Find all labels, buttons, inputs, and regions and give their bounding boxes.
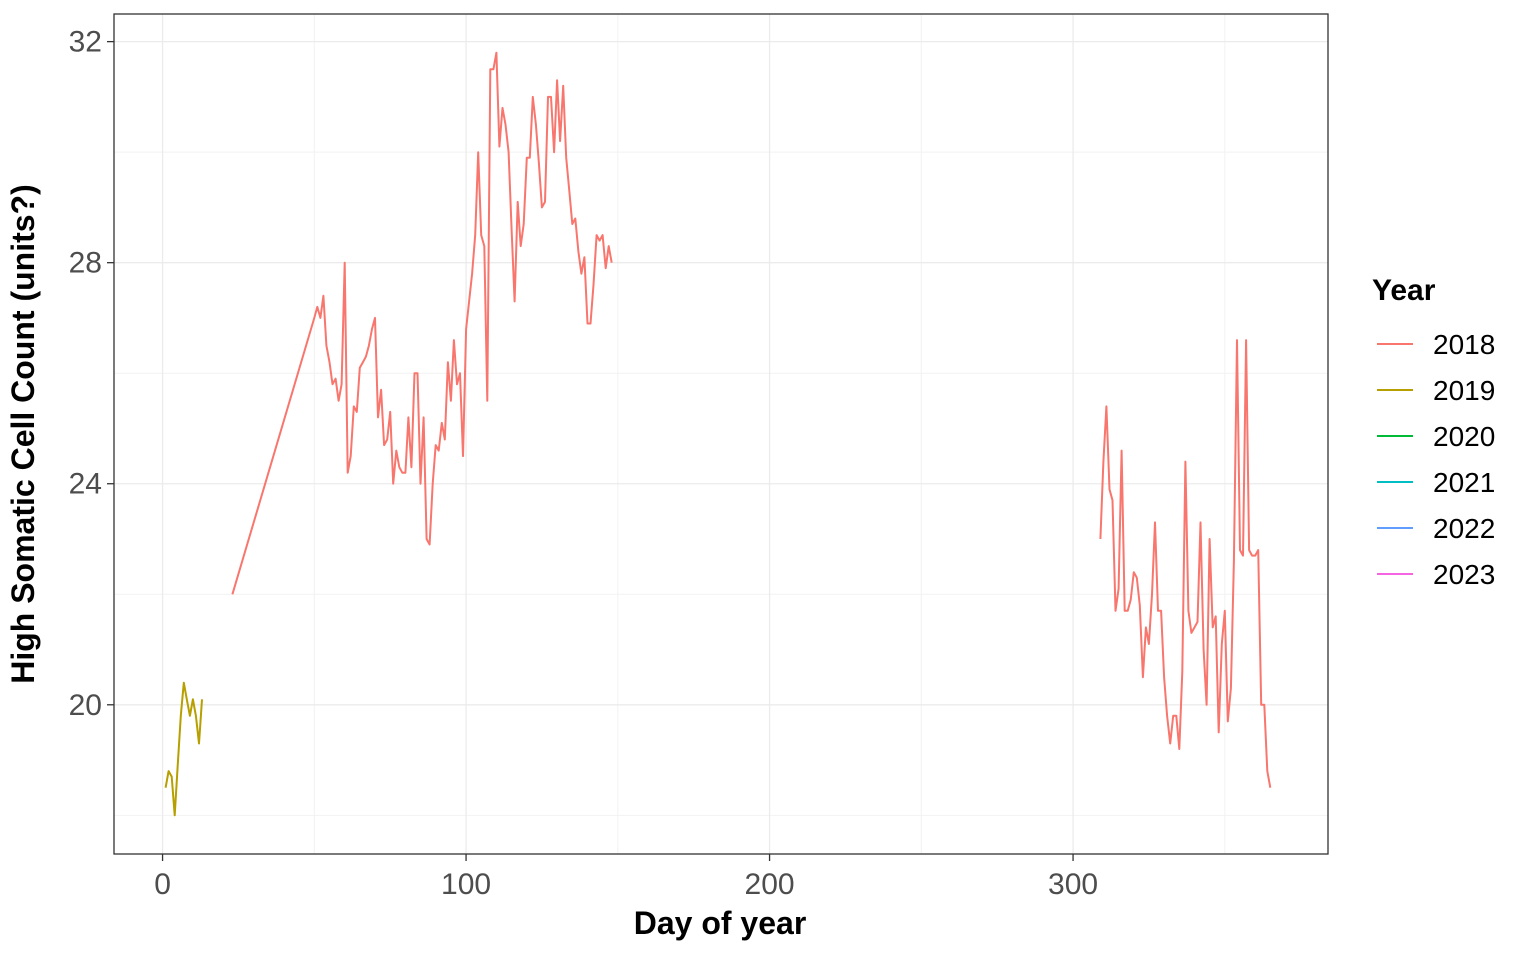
panel-background (114, 14, 1328, 854)
legend-label-2020: 2020 (1433, 421, 1495, 452)
legend-entries: 2018 2019 2020 2021 2022 2023 (1377, 329, 1495, 590)
y-tick-label: 20 (69, 689, 102, 722)
x-axis-title: Day of year (634, 905, 807, 941)
series-line-2018 (231, 51, 613, 595)
y-tick-label: 24 (69, 468, 102, 501)
series-line-2018 (1099, 339, 1272, 788)
legend-label-2022: 2022 (1433, 513, 1495, 544)
legend-label-2019: 2019 (1433, 375, 1495, 406)
y-tick-label: 32 (69, 26, 102, 59)
legend: Year 2018 2019 2020 2021 2022 2023 (1372, 274, 1495, 590)
series-lines (164, 51, 1272, 817)
x-tick-label: 300 (1048, 868, 1098, 901)
x-tick-label: 200 (745, 868, 795, 901)
y-axis-ticks: 20 24 28 32 (69, 26, 114, 722)
legend-label-2023: 2023 (1433, 559, 1495, 590)
legend-label-2021: 2021 (1433, 467, 1495, 498)
legend-label-2018: 2018 (1433, 329, 1495, 360)
minor-gridlines (114, 14, 1328, 854)
series-line-2019 (164, 681, 203, 817)
x-tick-label: 0 (154, 868, 171, 901)
major-gridlines (114, 14, 1328, 854)
panel-border (113, 13, 1329, 855)
y-axis-title: High Somatic Cell Count (units?) (5, 184, 41, 684)
legend-title: Year (1372, 274, 1436, 307)
x-axis-ticks: 0 100 200 300 (154, 854, 1098, 901)
x-tick-label: 100 (441, 868, 491, 901)
y-tick-label: 28 (69, 247, 102, 280)
